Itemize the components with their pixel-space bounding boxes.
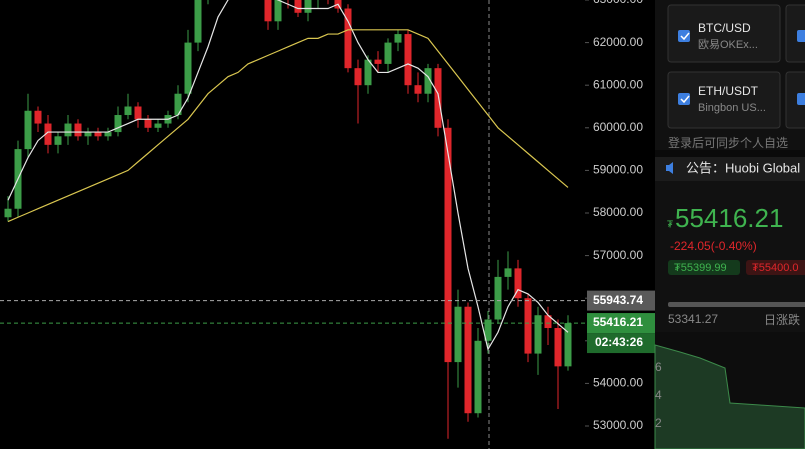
candle-body — [394, 34, 402, 43]
candle-body — [304, 0, 312, 13]
candle-body — [464, 306, 472, 414]
candle-body — [64, 123, 72, 137]
watch-card[interactable]: ETH/USDT Bingbon US... — [667, 71, 781, 129]
candle-body — [554, 328, 562, 367]
candle-body — [454, 306, 462, 363]
price-badge-label: 55943.74 — [593, 293, 643, 307]
notice: 公告：Huobi Global — [686, 160, 800, 175]
chart-bg — [0, 0, 585, 449]
candle-body — [174, 93, 182, 116]
candle-body — [114, 115, 122, 133]
candle-body — [274, 0, 282, 22]
candle-body — [374, 59, 382, 64]
price-badge — [587, 290, 655, 311]
candle-body — [194, 0, 202, 43]
range-bar — [668, 302, 805, 307]
candle-body — [24, 110, 32, 150]
countdown: 02:43:26 — [595, 335, 643, 349]
y-tick-label: 59000.00 — [593, 163, 643, 177]
y-tick-label: 54000.00 — [593, 376, 643, 390]
price-badge-label: 55416.21 — [593, 315, 643, 329]
candle-body — [474, 340, 482, 414]
divider — [655, 150, 805, 157]
depth-tick: 2 — [655, 416, 662, 430]
candle-body — [344, 8, 352, 69]
bid: ₮55399.99 — [674, 262, 727, 274]
bid-pill — [668, 260, 740, 275]
card-symbol: ETH/USDT — [698, 84, 759, 98]
checkbox — [797, 30, 805, 42]
ask: ₮55400.0 — [752, 262, 798, 274]
candle-body — [294, 0, 302, 13]
y-tick-label: 63000.00 — [593, 0, 643, 6]
depth-area — [654, 344, 805, 449]
candle-body — [4, 208, 12, 218]
price: 55416.21 — [675, 203, 783, 233]
watch-card[interactable] — [785, 71, 805, 129]
y-tick-label: 61000.00 — [593, 77, 643, 91]
watch-card[interactable] — [785, 4, 805, 63]
range-label: 日涨跌 — [764, 312, 800, 327]
candle-body — [264, 0, 272, 22]
candle-body — [434, 68, 442, 128]
countdown-badge — [587, 333, 655, 354]
notice-bar — [655, 157, 805, 181]
card-exchange: 欧易OKEx... — [698, 38, 758, 51]
card-symbol: BTC/USD — [698, 21, 751, 35]
candle-body — [354, 68, 362, 86]
candle-body — [74, 123, 82, 137]
day-low: 53341.27 — [668, 312, 718, 326]
candle-body — [484, 319, 492, 341]
card-exchange: Bingbon US... — [698, 102, 766, 114]
candle-body — [34, 110, 42, 124]
price-badge — [587, 313, 655, 334]
candle-body — [134, 106, 142, 120]
y-tick-label: 62000.00 — [593, 35, 643, 49]
candle-body — [384, 42, 392, 64]
candle-body — [514, 268, 522, 299]
candle-body — [124, 106, 132, 116]
y-tick-label: 58000.00 — [593, 205, 643, 219]
watch-card[interactable]: BTC/USD 欧易OKEx... — [667, 4, 781, 63]
candle-body — [144, 119, 152, 128]
candle-body — [494, 276, 502, 320]
login-hint: 登录后可同步个人自选 — [668, 135, 788, 150]
depth-tick: 4 — [655, 388, 662, 402]
candle-body — [44, 123, 52, 145]
candle-body — [184, 42, 192, 94]
y-tick-label: 57000.00 — [593, 248, 643, 262]
depth-tick: 6 — [655, 360, 662, 374]
candle-body — [444, 127, 452, 363]
candle-body — [104, 132, 112, 137]
candle-body — [544, 315, 552, 329]
speaker-icon — [666, 162, 673, 174]
axis-bg — [585, 0, 655, 449]
candle-body — [424, 68, 432, 94]
candle-body — [94, 132, 102, 137]
candle-body — [524, 298, 532, 354]
y-tick-label: 53000.00 — [593, 418, 643, 432]
candle-body — [404, 34, 412, 86]
candle-body — [414, 85, 422, 94]
candle-body — [54, 136, 62, 145]
ask-pill — [746, 260, 805, 275]
candle-body — [564, 323, 572, 367]
candle-body — [84, 132, 92, 137]
moving-average — [7, 29, 569, 223]
checkbox — [797, 93, 805, 105]
candle-body — [154, 123, 162, 128]
candle-body — [504, 268, 512, 277]
candle-body — [364, 59, 372, 86]
y-tick-label: 60000.00 — [593, 120, 643, 134]
change: -224.05(-0.40%) — [670, 239, 757, 253]
candle-body — [534, 315, 542, 354]
currency: ₮ — [667, 220, 673, 231]
moving-average — [7, 0, 569, 351]
